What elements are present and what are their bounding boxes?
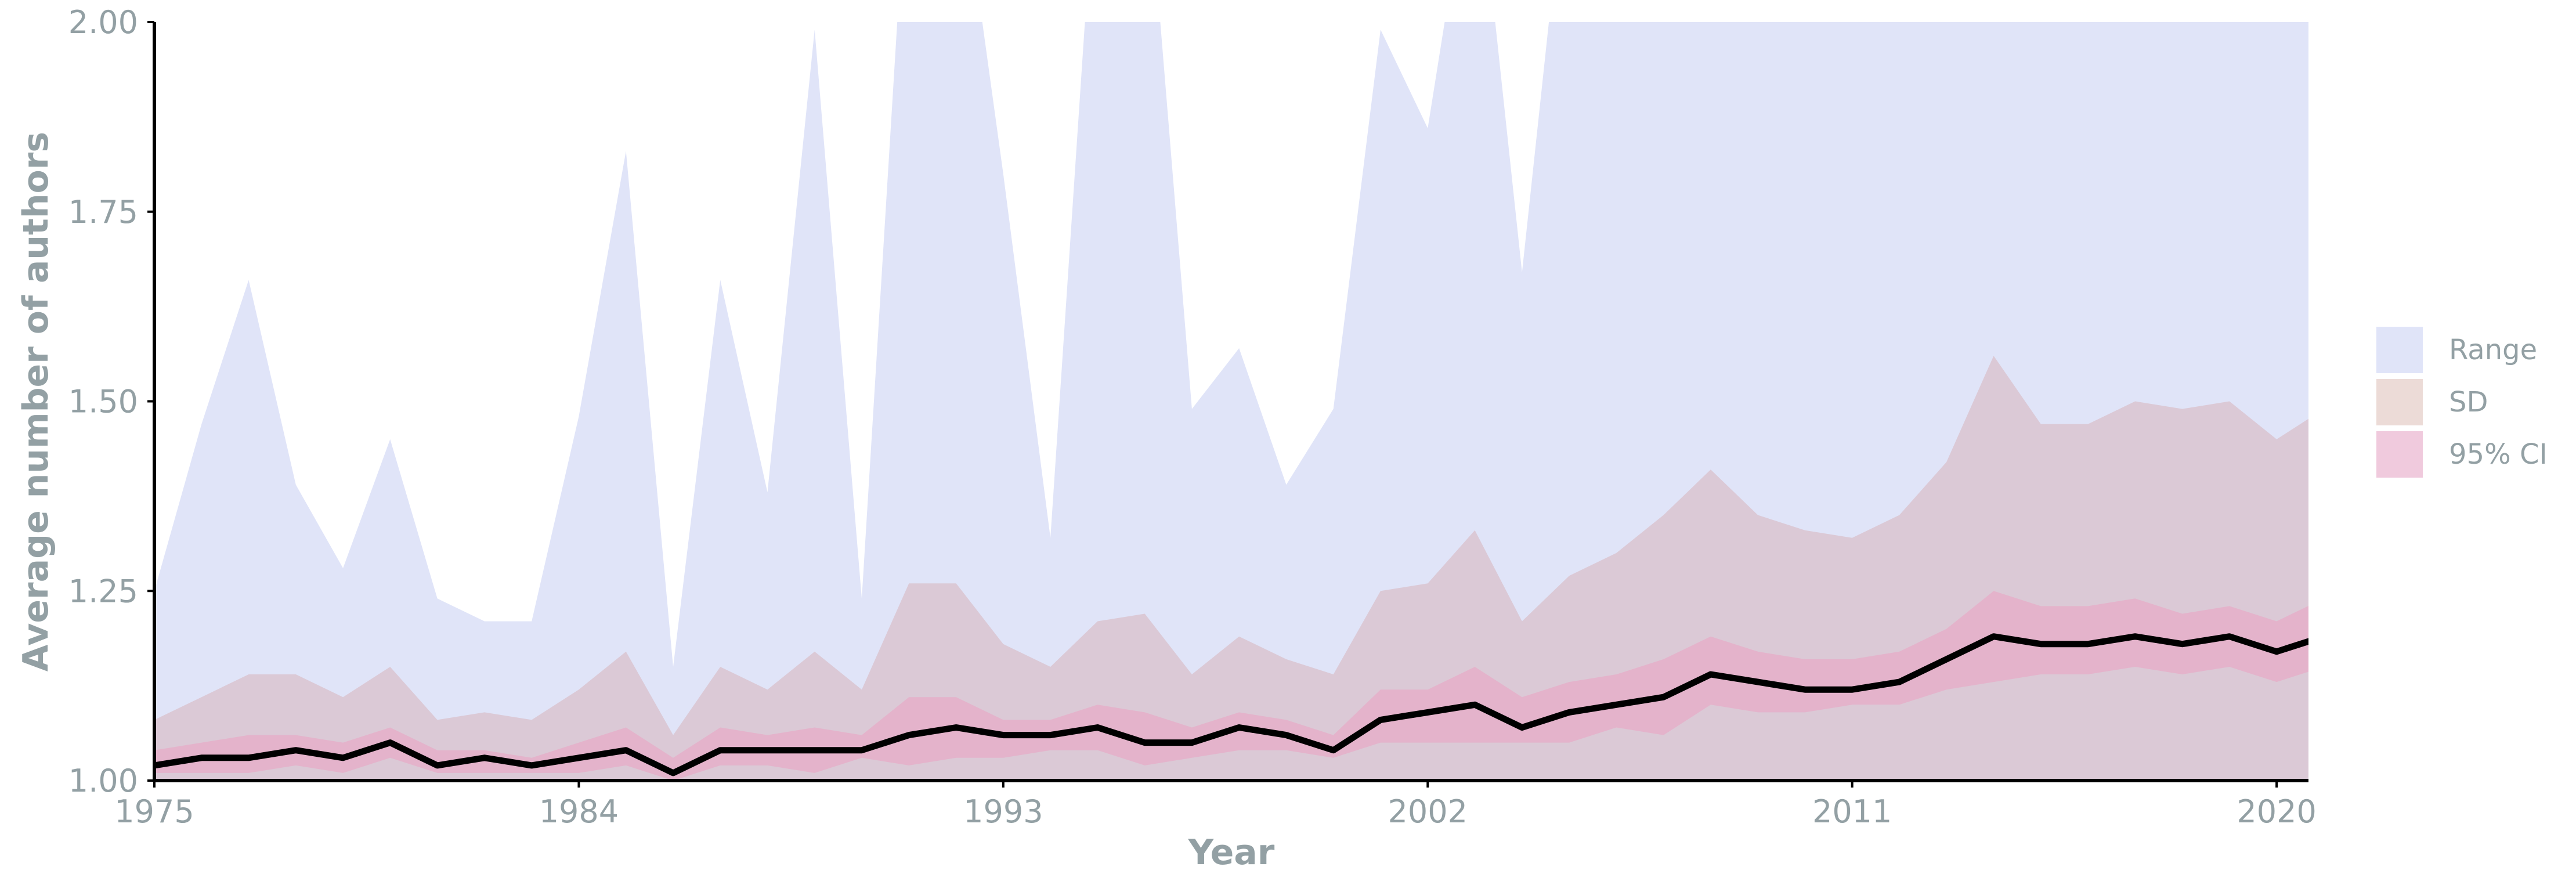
legend-swatch <box>2376 379 2423 425</box>
x-tick-label: 2002 <box>1388 793 1468 830</box>
x-tick-label: 1975 <box>114 793 194 830</box>
y-tick-label: 1.75 <box>68 194 138 230</box>
legend-label: Range <box>2449 334 2537 366</box>
y-axis-title: Average number of authors <box>16 132 56 671</box>
x-axis-ticks: 1975 1984 1993 2002 2011 2020 <box>114 781 2317 830</box>
legend-swatch <box>2376 327 2423 373</box>
x-tick-label: 2011 <box>1812 793 1892 830</box>
y-axis-ticks: 1.00 1.25 1.50 1.75 2.00 <box>68 4 154 799</box>
y-tick-label: 2.00 <box>68 4 138 41</box>
y-tick-label: 1.00 <box>68 763 138 799</box>
legend-swatch <box>2376 431 2423 478</box>
y-tick-label: 1.50 <box>68 384 138 420</box>
x-tick-label: 2020 <box>2237 793 2316 830</box>
legend: Range SD 95% CI <box>2376 327 2548 478</box>
x-axis-title: Year <box>1188 832 1275 873</box>
plot-area <box>154 22 2308 781</box>
x-tick-label: 1993 <box>963 793 1043 830</box>
x-tick-label: 1984 <box>539 793 619 830</box>
legend-label: SD <box>2449 386 2488 418</box>
y-tick-label: 1.25 <box>68 573 138 609</box>
legend-label: 95% CI <box>2449 438 2548 471</box>
mean-line <box>154 633 2308 777</box>
